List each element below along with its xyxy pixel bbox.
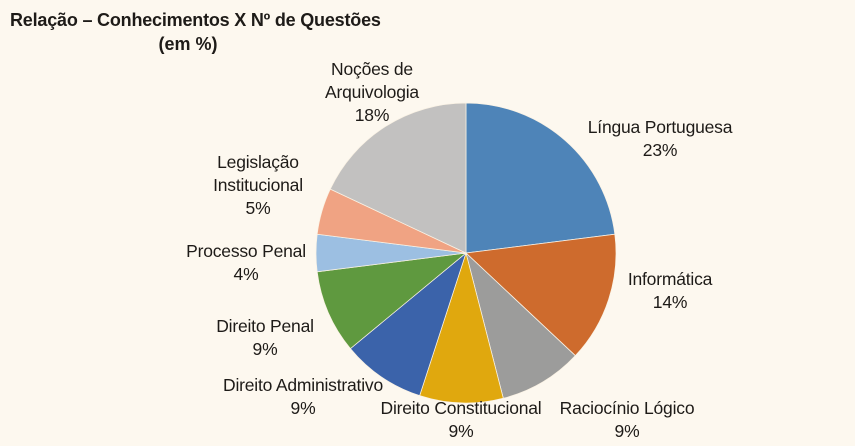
slice-label-text: Arquivologia (325, 82, 419, 102)
slice-label-text: Legislação (217, 152, 299, 172)
slice-label-pct: 9% (252, 339, 278, 359)
slice-label-text: Processo Penal (186, 241, 306, 261)
slice-label-text: Língua Portuguesa (587, 117, 733, 137)
slice-label-pct: 5% (245, 198, 271, 218)
slice-label-direito-constitucional: Direito Constitucional 9% (381, 397, 542, 443)
slice-label-pct: 9% (614, 421, 640, 441)
pie-slice-direito-administrativo[interactable] (349, 251, 467, 397)
slice-label-direito-administrativo: Direito Administrativo 9% (223, 374, 383, 420)
chart-subtitle: (em %) (158, 34, 218, 54)
slice-label-nocoes-de-arquivologia: Noções de Arquivologia 18% (325, 58, 419, 127)
slice-label-legislacao-institucional: Legislação Institucional 5% (213, 151, 303, 220)
pie-slice-lingua-portuguesa[interactable] (465, 102, 616, 254)
slice-label-pct: 14% (652, 292, 688, 312)
chart-title: Relação – Conhecimentos X Nº de Questões (10, 10, 381, 30)
pie-slice-direito-penal[interactable] (316, 252, 468, 350)
slice-label-pct: 18% (354, 105, 390, 125)
pie-slice-direito-constitucional[interactable] (419, 251, 504, 404)
slice-label-pct: 9% (448, 421, 474, 441)
slice-label-pct: 9% (290, 398, 316, 418)
slice-label-processo-penal: Processo Penal 4% (186, 240, 306, 286)
pie-slice-nocoes-de-arquivologia[interactable] (329, 102, 467, 254)
slice-label-lingua-portuguesa: Língua Portuguesa 23% (588, 116, 733, 162)
slice-label-text: Raciocínio Lógico (559, 398, 695, 418)
slice-label-pct: 23% (642, 140, 678, 160)
slice-label-informatica: Informática 14% (627, 268, 713, 314)
slice-label-text: Direito Penal (216, 316, 314, 336)
pie-slice-raciocinio-logico[interactable] (465, 251, 576, 399)
slice-label-text: Institucional (213, 175, 303, 195)
slice-label-text: Informática (627, 269, 713, 289)
slice-label-text: Noções de (331, 59, 413, 79)
slice-label-raciocinio-logico: Raciocínio Lógico 9% (560, 397, 695, 443)
slice-label-direito-penal: Direito Penal 9% (216, 315, 314, 361)
slice-label-text: Direito Administrativo (223, 375, 383, 395)
pie-slice-informatica[interactable] (465, 233, 617, 357)
slice-label-pct: 4% (233, 264, 259, 284)
slice-label-text: Direito Constitucional (380, 398, 542, 418)
